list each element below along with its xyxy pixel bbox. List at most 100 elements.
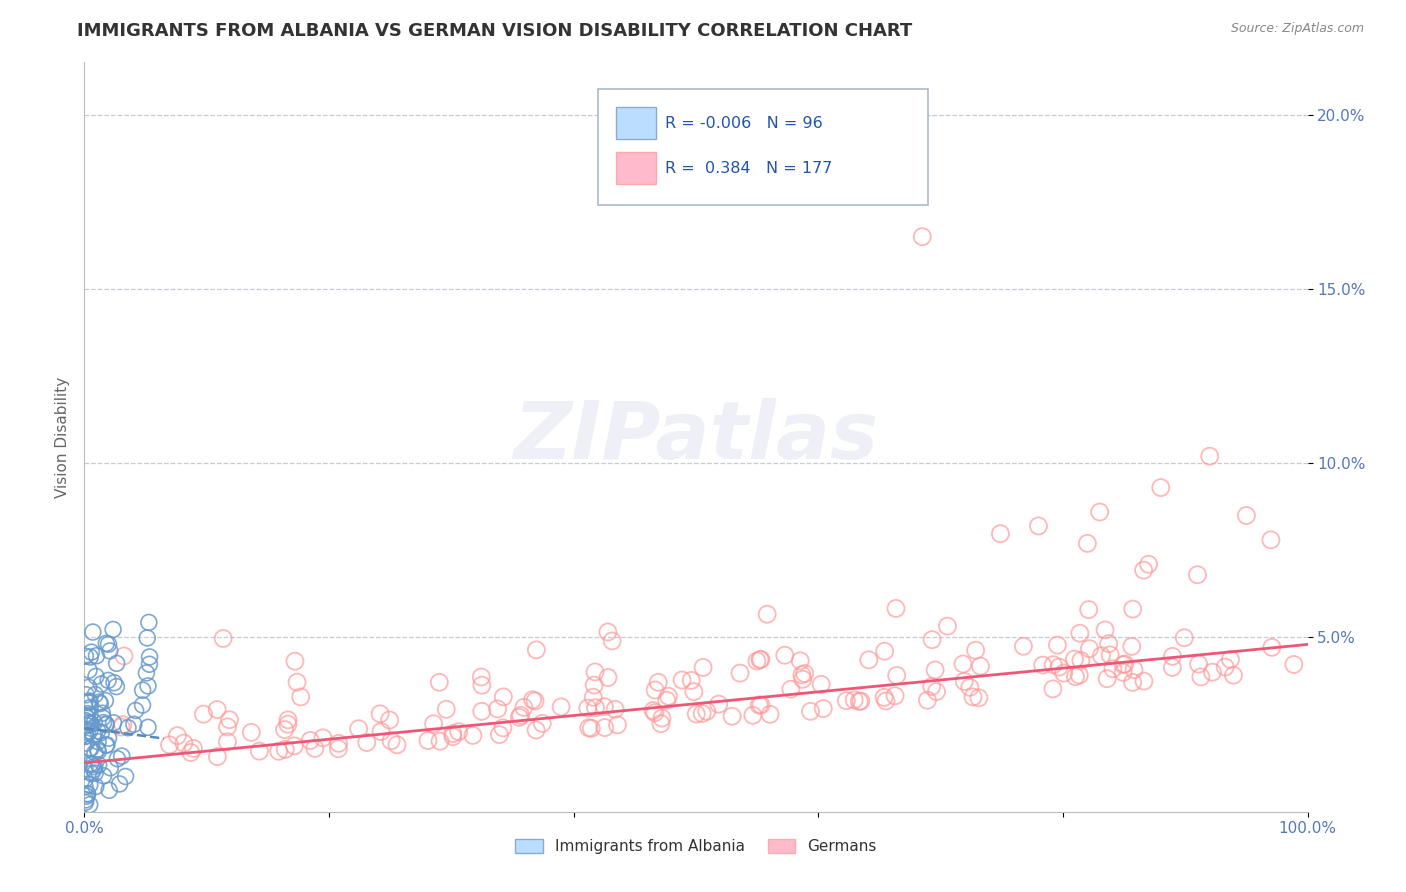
Point — [124, 704, 146, 718]
Point — [166, 729, 188, 743]
Point — [75, 793, 97, 807]
Point — [111, 717, 134, 731]
Point — [461, 728, 484, 742]
Point — [83, 763, 105, 777]
Point — [650, 716, 672, 731]
Point — [593, 721, 616, 735]
Point — [76, 718, 98, 732]
Point — [921, 680, 943, 694]
Text: R = -0.006   N = 96: R = -0.006 N = 96 — [665, 116, 823, 130]
Point — [524, 643, 547, 657]
Point — [285, 675, 308, 690]
Point — [86, 742, 108, 756]
Point — [1112, 665, 1135, 680]
Point — [1042, 657, 1064, 672]
Point — [936, 619, 959, 633]
Point — [76, 711, 98, 725]
Point — [93, 769, 115, 783]
Point — [218, 713, 240, 727]
Point — [173, 736, 195, 750]
Point — [583, 665, 606, 679]
Point — [77, 680, 100, 694]
Point — [84, 669, 107, 683]
Point — [79, 700, 101, 714]
Point — [273, 723, 295, 737]
Y-axis label: Vision Disability: Vision Disability — [55, 376, 70, 498]
Point — [89, 697, 111, 711]
Point — [1046, 638, 1069, 652]
Text: R =  0.384   N = 177: R = 0.384 N = 177 — [665, 161, 832, 176]
Point — [644, 706, 666, 720]
Point — [84, 766, 107, 780]
Point — [429, 734, 451, 748]
Point — [873, 690, 896, 705]
Point — [76, 725, 98, 739]
Point — [1069, 626, 1091, 640]
Point — [884, 689, 907, 703]
Point — [1095, 672, 1118, 686]
Point — [80, 766, 103, 780]
Point — [79, 650, 101, 665]
Point — [596, 671, 619, 685]
Point — [692, 660, 714, 674]
Point — [1114, 657, 1136, 671]
Point — [858, 653, 880, 667]
Point — [80, 645, 103, 659]
Point — [1132, 563, 1154, 577]
Point — [111, 749, 134, 764]
Point — [89, 695, 111, 709]
Point — [90, 725, 112, 739]
Point — [247, 744, 270, 758]
Point — [299, 733, 322, 747]
Point — [75, 649, 97, 664]
Point — [80, 756, 103, 771]
Point — [848, 694, 870, 708]
Point — [967, 690, 990, 705]
Point — [643, 704, 665, 718]
Point — [304, 741, 326, 756]
Point — [1133, 674, 1156, 689]
Point — [962, 690, 984, 704]
Point — [83, 759, 105, 773]
Point — [105, 680, 128, 694]
Point — [441, 726, 464, 740]
Point — [759, 707, 782, 722]
Point — [492, 690, 515, 704]
Point — [77, 663, 100, 677]
Point — [488, 728, 510, 742]
Point — [135, 665, 157, 680]
Point — [356, 735, 378, 749]
Point — [122, 717, 145, 731]
Point — [84, 688, 107, 702]
Text: Source: ZipAtlas.com: Source: ZipAtlas.com — [1230, 22, 1364, 36]
Point — [73, 780, 96, 794]
Point — [810, 677, 832, 691]
Point — [741, 708, 763, 723]
Point — [73, 730, 96, 744]
Point — [911, 229, 934, 244]
Point — [138, 657, 160, 672]
Point — [103, 715, 125, 730]
Point — [101, 623, 124, 637]
Point — [1042, 681, 1064, 696]
Point — [953, 674, 976, 689]
Point — [1236, 508, 1258, 523]
Point — [1070, 653, 1092, 667]
Point — [385, 738, 408, 752]
Point — [103, 675, 125, 690]
Legend: Immigrants from Albania, Germans: Immigrants from Albania, Germans — [509, 832, 883, 860]
Point — [97, 731, 120, 746]
Point — [1077, 602, 1099, 616]
Point — [94, 717, 117, 731]
Point — [427, 675, 450, 690]
Point — [486, 702, 509, 716]
Point — [378, 713, 401, 727]
Point — [508, 710, 530, 724]
Point — [82, 625, 104, 640]
Point — [76, 787, 98, 801]
Point — [283, 739, 305, 753]
Point — [82, 757, 104, 772]
Point — [284, 654, 307, 668]
Point — [1028, 519, 1050, 533]
Point — [75, 736, 97, 750]
